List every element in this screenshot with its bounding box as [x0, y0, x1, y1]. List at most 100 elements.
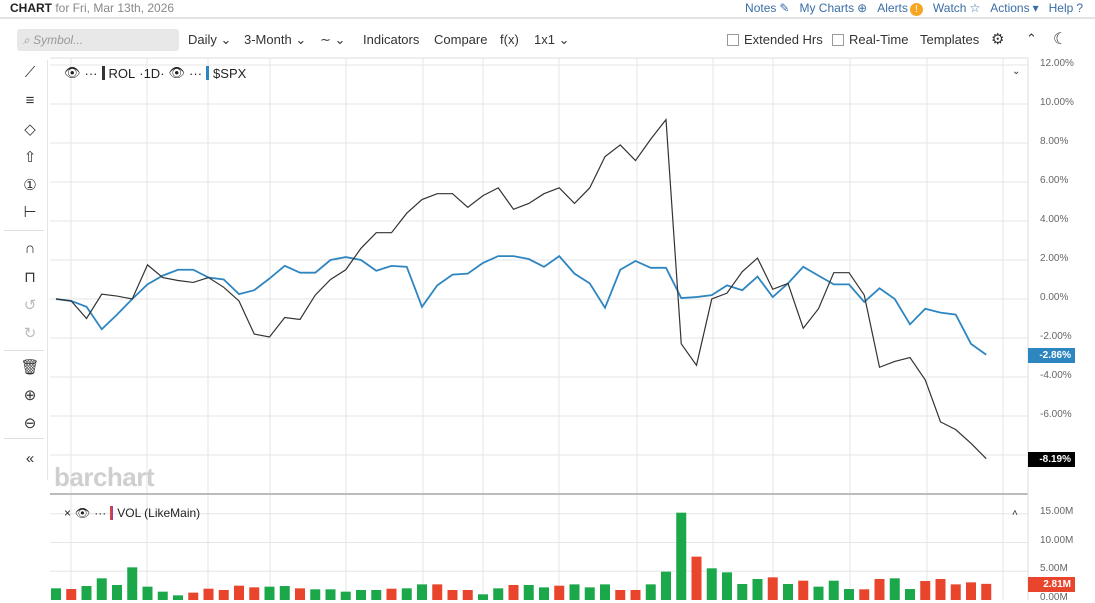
link-label: Watch — [932, 1, 967, 15]
collapse-icon[interactable]: « — [25, 450, 35, 467]
zoom-in-icon[interactable]: ⊕ — [23, 387, 37, 404]
measure-icon[interactable]: ⊢ — [23, 204, 37, 221]
more-icon[interactable]: ··· — [189, 65, 203, 81]
gear-icon[interactable]: ⚙ — [991, 31, 1005, 48]
volume-bar — [874, 579, 885, 600]
indicators-button[interactable]: Indicators — [363, 32, 420, 47]
volume-axis-tick-label: 5.00M — [1040, 563, 1068, 575]
volume-bar — [234, 585, 244, 600]
templates-button[interactable]: Templates — [920, 32, 980, 47]
volume-bar — [706, 568, 717, 600]
caret-down-icon: ▾ — [1032, 1, 1039, 15]
compare-button[interactable]: Compare — [434, 32, 488, 47]
volume-bar — [264, 586, 275, 600]
interval-dropdown[interactable]: Daily ⌄ — [188, 32, 232, 47]
volume-bar — [661, 571, 671, 600]
rol-color-swatch — [101, 66, 105, 80]
volume-bar — [966, 582, 976, 600]
volume-bar — [142, 586, 153, 600]
main-legend: 👁 ··· ROL ·1D· 👁 ··· $SPX — [64, 65, 246, 81]
more-icon[interactable]: ··· — [84, 65, 98, 81]
spx-last-value-tag: -2.86% — [1028, 347, 1075, 363]
pane-collapse-icon[interactable]: ˄ — [1012, 508, 1018, 519]
range-dropdown[interactable]: 3-Month ⌄ — [244, 32, 307, 47]
legend-volume[interactable]: VOL (LikeMain) — [117, 506, 201, 520]
y-axis-tick-label: 8.00% — [1040, 136, 1069, 147]
real-time-checkbox[interactable]: Real-Time — [832, 32, 908, 47]
toolbar-divider — [4, 350, 44, 351]
pane-menu-chevron-icon[interactable]: ⌄ — [1012, 66, 1021, 77]
volume-bar — [630, 589, 641, 600]
extended-hours-checkbox[interactable]: Extended Hrs — [727, 32, 823, 47]
volume-bar — [295, 588, 305, 600]
volume-bar — [554, 585, 565, 600]
layout-dropdown[interactable]: 1x1 ⌄ — [534, 32, 570, 47]
toolbar-divider — [4, 438, 44, 439]
y-axis-tick-label: 2.00% — [1040, 253, 1069, 264]
volume-bar — [691, 556, 702, 600]
close-icon[interactable]: × — [64, 506, 72, 520]
trendline-icon[interactable]: ⟋ — [24, 64, 36, 81]
eye-icon[interactable]: 👁 — [75, 506, 91, 520]
legend-rol[interactable]: ROL — [108, 65, 136, 81]
top-link-help[interactable]: Help? — [1049, 1, 1083, 16]
volume-bar — [188, 592, 199, 600]
volume-bar — [203, 588, 214, 600]
y-axis-tick-label: 6.00% — [1040, 175, 1069, 186]
volume-bar — [310, 589, 321, 600]
annotation-icon[interactable]: ① — [23, 177, 37, 194]
symbol-search-input[interactable]: ⌕ Symbol... — [17, 29, 179, 51]
volume-bar — [859, 589, 870, 600]
volume-axis-tick-label: 10.00M — [1040, 534, 1074, 546]
volume-bar — [828, 580, 839, 600]
top-links: Notes ✎ My Charts ⊕ Alerts! Watch ☆ Actions ▾ Hel… — [745, 1, 1083, 16]
edit-icon: ✎ — [779, 1, 790, 15]
eye-icon[interactable]: 👁 — [168, 65, 186, 80]
volume-bar — [813, 586, 824, 600]
fx-button[interactable]: f(x) — [500, 32, 519, 47]
volume-axis-tick-label: 15.00M — [1040, 505, 1074, 517]
collapse-toolbar-icon[interactable]: ⌃ — [1026, 31, 1037, 46]
rol-last-value-tag: -8.19% — [1028, 451, 1075, 467]
volume-bar — [51, 588, 61, 600]
volume-bar — [127, 567, 138, 600]
unlock-icon[interactable]: ⊓ — [24, 269, 36, 286]
zoom-out-icon[interactable]: ⊖ — [23, 415, 37, 432]
link-label: Help — [1048, 1, 1074, 15]
volume-bar — [356, 589, 366, 600]
redo-icon[interactable]: ↻ — [23, 325, 37, 342]
top-link-watch[interactable]: Watch ☆ — [933, 1, 980, 16]
volume-last-value-tag: 2.81M — [1028, 577, 1075, 592]
chart-type-dropdown[interactable]: ∼ ⌄ — [320, 32, 346, 47]
magnet-icon[interactable]: ∩ — [24, 240, 36, 257]
spx-color-swatch — [206, 66, 210, 80]
eye-icon[interactable]: 👁 — [64, 65, 81, 80]
top-link-actions[interactable]: Actions ▾ — [990, 1, 1038, 16]
volume-bar — [432, 584, 443, 600]
volume-legend: × 👁 ··· VOL (LikeMain) — [64, 506, 200, 520]
top-link-alerts[interactable]: Alerts! — [877, 1, 923, 16]
volume-bar — [279, 586, 290, 600]
y-axis-tick-label: -2.00% — [1040, 331, 1072, 342]
volume-bar — [112, 584, 122, 600]
star-icon: ☆ — [969, 1, 981, 15]
undo-icon[interactable]: ↺ — [23, 297, 37, 314]
dark-mode-icon[interactable]: ☾ — [1053, 31, 1068, 48]
shape-icon[interactable]: ◇ — [24, 121, 36, 138]
volume-bar — [462, 589, 473, 600]
page-title: CHART for Fri, Mar 13th, 2026 — [10, 1, 175, 15]
volume-bar — [401, 588, 412, 600]
volume-bar — [249, 587, 260, 600]
legend-spx[interactable]: $SPX — [213, 65, 247, 81]
volume-bar — [417, 584, 427, 600]
fib-icon[interactable]: ≡ — [25, 92, 35, 109]
top-link-my-charts[interactable]: My Charts ⊕ — [799, 1, 867, 16]
volume-bar — [96, 578, 107, 600]
volume-bar — [218, 589, 229, 600]
arrow-up-icon[interactable]: ⇧ — [23, 149, 37, 166]
top-link-notes[interactable]: Notes ✎ — [745, 1, 789, 16]
trash-icon[interactable]: 🗑 — [20, 359, 40, 376]
volume-bar — [66, 589, 77, 600]
more-icon[interactable]: ··· — [94, 506, 107, 520]
